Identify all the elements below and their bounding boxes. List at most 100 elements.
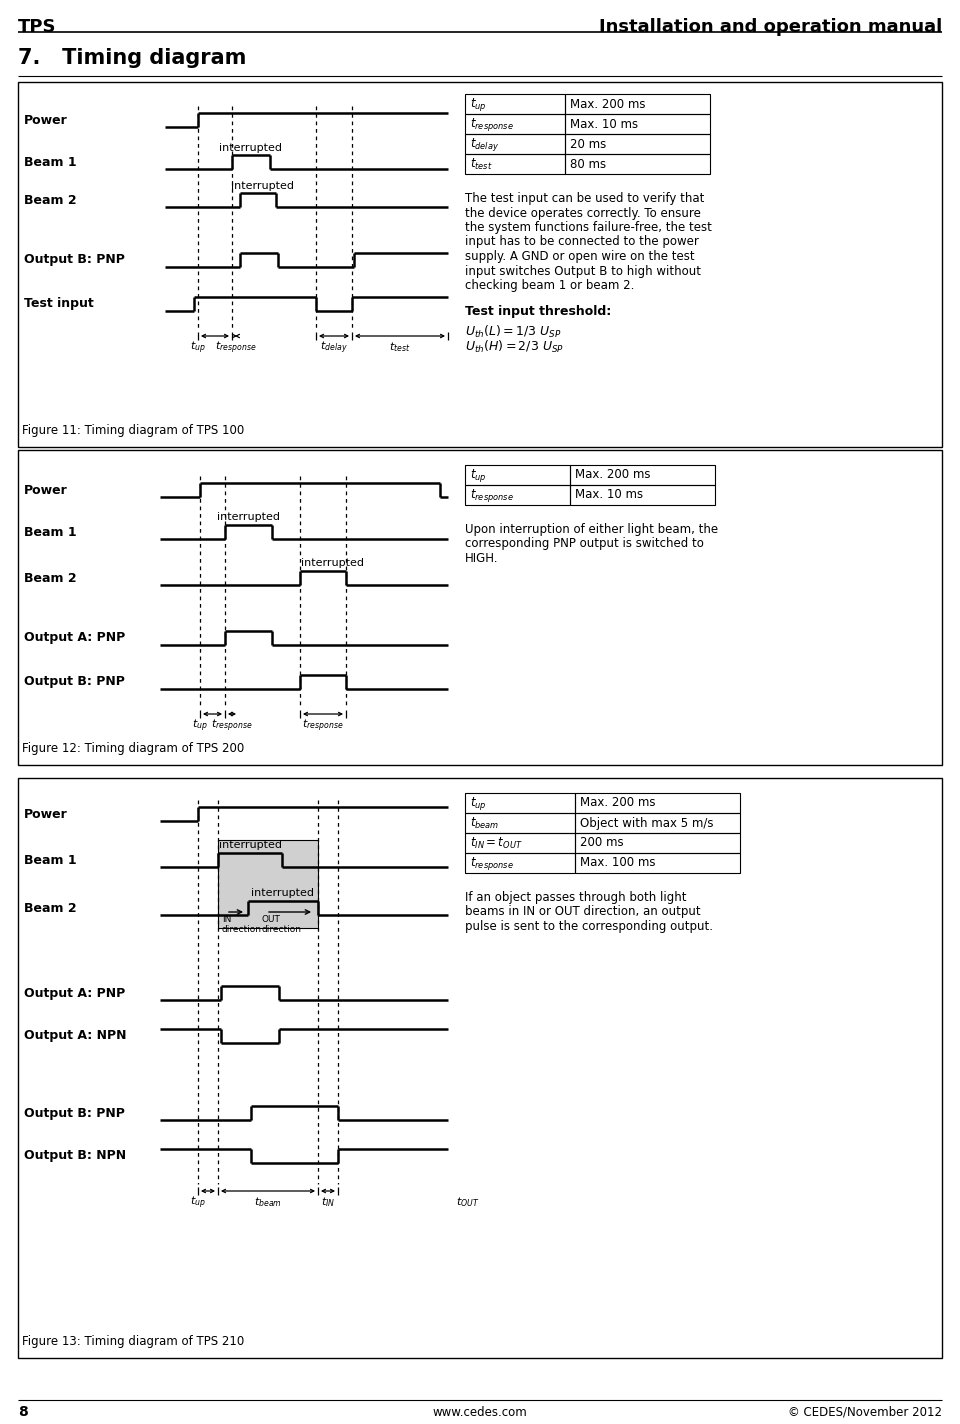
Text: $t_{response}$: $t_{response}$ xyxy=(470,487,514,504)
Text: Figure 11: Timing diagram of TPS 100: Figure 11: Timing diagram of TPS 100 xyxy=(22,424,244,437)
Text: checking beam 1 or beam 2.: checking beam 1 or beam 2. xyxy=(465,279,635,292)
Text: 80 ms: 80 ms xyxy=(570,158,606,171)
Text: $t_{IN} = t_{OUT}$: $t_{IN} = t_{OUT}$ xyxy=(470,836,522,850)
Bar xyxy=(465,486,570,506)
Text: 20 ms: 20 ms xyxy=(570,138,607,151)
Text: Upon interruption of either light beam, the: Upon interruption of either light beam, … xyxy=(465,523,718,535)
Text: 7.   Timing diagram: 7. Timing diagram xyxy=(18,48,247,68)
Text: Output A: NPN: Output A: NPN xyxy=(24,1030,127,1042)
Bar xyxy=(218,840,318,928)
Bar xyxy=(575,793,740,813)
Text: $t_{test}$: $t_{test}$ xyxy=(470,157,492,171)
Text: Output B: PNP: Output B: PNP xyxy=(24,675,125,688)
Text: $t_{response}$: $t_{response}$ xyxy=(215,339,256,356)
Text: $t_{IN}$: $t_{IN}$ xyxy=(321,1195,335,1209)
Text: © CEDES/November 2012: © CEDES/November 2012 xyxy=(788,1405,942,1418)
Bar xyxy=(465,466,570,486)
Text: 200 ms: 200 ms xyxy=(580,836,624,850)
Bar xyxy=(465,793,575,813)
Text: Beam 1: Beam 1 xyxy=(24,853,77,866)
Text: $t_{response}$: $t_{response}$ xyxy=(470,115,514,132)
Text: the device operates correctly. To ensure: the device operates correctly. To ensure xyxy=(465,206,701,219)
Text: IN
direction: IN direction xyxy=(222,916,262,934)
Text: Power: Power xyxy=(24,484,68,497)
Text: Beam 2: Beam 2 xyxy=(24,194,77,206)
Text: interrupted: interrupted xyxy=(252,889,315,899)
Text: $t_{up}$: $t_{up}$ xyxy=(190,1195,206,1210)
Text: If an object passes through both light: If an object passes through both light xyxy=(465,891,686,904)
Text: Object with max 5 m/s: Object with max 5 m/s xyxy=(580,816,713,830)
Text: the system functions failure-free, the test: the system functions failure-free, the t… xyxy=(465,221,712,234)
Bar xyxy=(18,450,942,765)
Text: Output B: PNP: Output B: PNP xyxy=(24,1106,125,1119)
Text: $t_{up}$: $t_{up}$ xyxy=(470,95,487,112)
Text: interrupted: interrupted xyxy=(220,142,282,152)
Bar xyxy=(575,813,740,833)
Text: input has to be connected to the power: input has to be connected to the power xyxy=(465,235,699,249)
Text: pulse is sent to the corresponding output.: pulse is sent to the corresponding outpu… xyxy=(465,920,713,933)
Bar xyxy=(575,853,740,873)
Bar xyxy=(570,486,715,506)
Bar xyxy=(18,83,942,447)
Text: $t_{beam}$: $t_{beam}$ xyxy=(254,1195,282,1209)
Text: Output A: PNP: Output A: PNP xyxy=(24,631,125,645)
Text: 8: 8 xyxy=(18,1405,28,1418)
Bar xyxy=(565,154,710,174)
Bar xyxy=(465,813,575,833)
Text: Output A: PNP: Output A: PNP xyxy=(24,987,125,1000)
Text: TPS: TPS xyxy=(18,19,57,36)
Text: Max. 100 ms: Max. 100 ms xyxy=(580,856,656,870)
Text: Test input threshold:: Test input threshold: xyxy=(465,306,612,319)
Text: Power: Power xyxy=(24,114,68,127)
Text: $t_{OUT}$: $t_{OUT}$ xyxy=(456,1195,479,1209)
Text: supply. A GND or open wire on the test: supply. A GND or open wire on the test xyxy=(465,251,695,263)
Text: Max. 10 ms: Max. 10 ms xyxy=(570,118,638,131)
Text: Max. 200 ms: Max. 200 ms xyxy=(580,796,656,809)
Text: $t_{up}$: $t_{up}$ xyxy=(470,467,487,484)
Bar xyxy=(465,134,565,154)
Text: Output B: NPN: Output B: NPN xyxy=(24,1149,126,1162)
Text: Max. 200 ms: Max. 200 ms xyxy=(575,468,651,481)
Text: $t_{delay}$: $t_{delay}$ xyxy=(320,339,348,356)
Bar xyxy=(465,833,575,853)
Text: Installation and operation manual: Installation and operation manual xyxy=(599,19,942,36)
Text: Beam 2: Beam 2 xyxy=(24,571,77,584)
Text: $t_{beam}$: $t_{beam}$ xyxy=(470,816,499,830)
Text: interrupted: interrupted xyxy=(217,513,280,523)
Text: Figure 12: Timing diagram of TPS 200: Figure 12: Timing diagram of TPS 200 xyxy=(22,742,244,755)
Bar xyxy=(565,134,710,154)
Text: Test input: Test input xyxy=(24,298,94,310)
Bar xyxy=(465,154,565,174)
Text: Output B: PNP: Output B: PNP xyxy=(24,253,125,266)
Text: input switches Output B to high without: input switches Output B to high without xyxy=(465,265,701,278)
Text: OUT
direction: OUT direction xyxy=(262,916,302,934)
Text: The test input can be used to verify that: The test input can be used to verify tha… xyxy=(465,192,705,205)
Text: Max. 200 ms: Max. 200 ms xyxy=(570,97,645,111)
Text: Figure 13: Timing diagram of TPS 210: Figure 13: Timing diagram of TPS 210 xyxy=(22,1336,244,1349)
Text: interrupted: interrupted xyxy=(230,181,294,191)
Text: interrupted: interrupted xyxy=(301,558,365,568)
Bar xyxy=(18,778,942,1358)
Text: HIGH.: HIGH. xyxy=(465,553,498,565)
Text: $t_{up}$: $t_{up}$ xyxy=(190,339,206,356)
Text: $t_{up}$: $t_{up}$ xyxy=(470,795,487,812)
Text: $t_{up}$: $t_{up}$ xyxy=(192,718,208,733)
Bar xyxy=(465,114,565,134)
Text: $t_{test}$: $t_{test}$ xyxy=(389,340,411,353)
Text: $t_{response}$: $t_{response}$ xyxy=(302,718,344,733)
Text: Beam 1: Beam 1 xyxy=(24,525,77,538)
Text: $t_{response}$: $t_{response}$ xyxy=(211,718,252,733)
Bar xyxy=(570,466,715,486)
Text: $U_{th}(L) = 1/3\ U_{SP}$: $U_{th}(L) = 1/3\ U_{SP}$ xyxy=(465,323,562,339)
Text: $U_{th}(H) = 2/3\ U_{SP}$: $U_{th}(H) = 2/3\ U_{SP}$ xyxy=(465,339,564,355)
Text: $t_{response}$: $t_{response}$ xyxy=(470,854,514,871)
Bar xyxy=(565,114,710,134)
Text: beams in IN or OUT direction, an output: beams in IN or OUT direction, an output xyxy=(465,906,701,918)
Bar xyxy=(565,94,710,114)
Text: Beam 2: Beam 2 xyxy=(24,901,77,914)
Bar xyxy=(575,833,740,853)
Bar xyxy=(465,853,575,873)
Text: $t_{delay}$: $t_{delay}$ xyxy=(470,135,499,152)
Text: Max. 10 ms: Max. 10 ms xyxy=(575,488,643,501)
Text: www.cedes.com: www.cedes.com xyxy=(433,1405,527,1418)
